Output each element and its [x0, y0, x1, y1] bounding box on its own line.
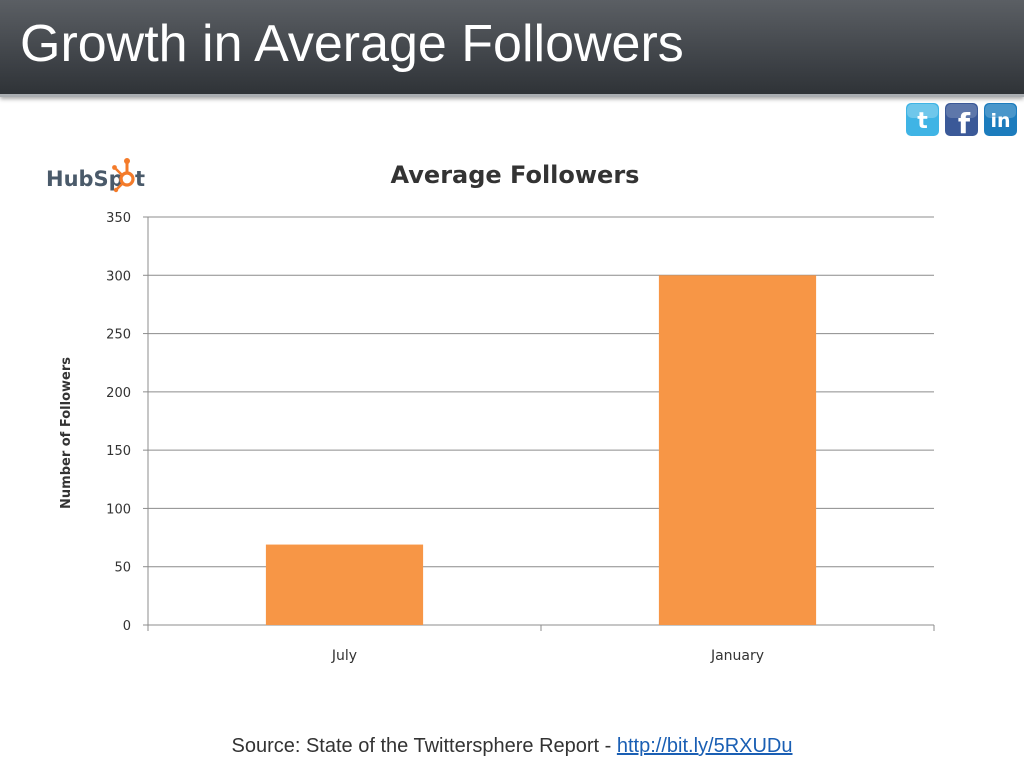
y-tick-label: 150: [106, 444, 131, 459]
linkedin-icon[interactable]: in: [984, 103, 1017, 136]
facebook-icon[interactable]: f: [945, 103, 978, 136]
tick-labels: 0 50 100 150 200 250 300 350 July January Number o…: [59, 211, 764, 664]
svg-text:f: f: [958, 107, 971, 136]
y-tick-label: 100: [106, 502, 131, 517]
source-line: Source: State of the Twittersphere Repor…: [0, 735, 1024, 758]
bar: [658, 275, 817, 625]
y-tick-label: 200: [106, 386, 131, 401]
x-tick-label: January: [710, 648, 764, 664]
svg-text:in: in: [990, 110, 1010, 132]
y-tick-label: 250: [106, 328, 131, 343]
y-tick-label: 300: [106, 269, 131, 284]
bar: [265, 544, 424, 625]
y-tick-label: 0: [123, 619, 131, 634]
y-axis-label: Number of Followers: [59, 357, 74, 509]
y-tick-label: 350: [106, 211, 131, 226]
source-link[interactable]: http://bit.ly/5RXUDu: [616, 735, 793, 757]
slide-title: Growth in Average Followers: [20, 15, 684, 73]
hubspot-logo: HubSp t: [44, 154, 154, 194]
source-text: Source: State of the Twittersphere Repor…: [231, 735, 617, 757]
title-bar: Growth in Average Followers: [0, 0, 1024, 97]
svg-text:HubSp: HubSp: [46, 167, 124, 191]
bars: [265, 275, 817, 625]
x-tick-label: July: [331, 648, 357, 664]
y-tick-label: 50: [114, 561, 131, 576]
svg-text:t: t: [135, 167, 145, 191]
chart-title: Average Followers: [390, 161, 640, 189]
twitter-icon[interactable]: t: [906, 103, 939, 136]
svg-text:t: t: [917, 109, 928, 134]
